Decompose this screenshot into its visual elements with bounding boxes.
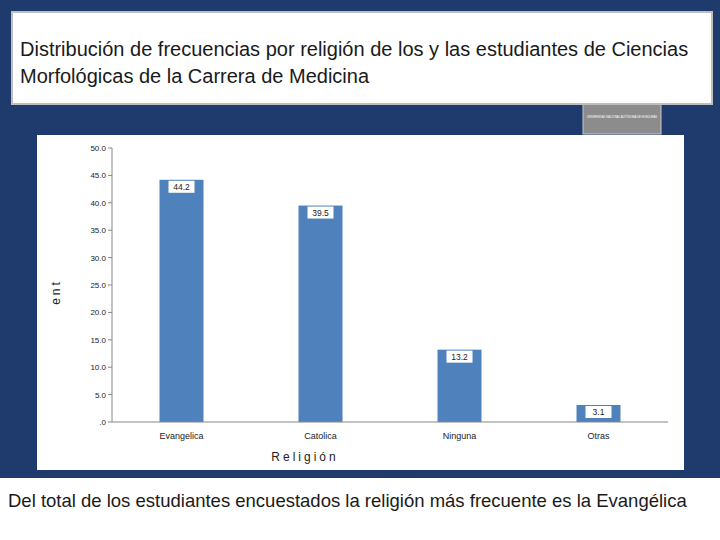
data-label-box [447,351,473,363]
tick-mark [108,367,112,368]
category-label: Ninguna [443,431,477,441]
data-label: 3.1 [593,407,605,417]
tick-label: 40.0 [90,199,106,208]
data-label: 39.5 [312,208,329,218]
bar [438,350,482,422]
x-axis-label: Religión [271,450,338,464]
title: Distribución de frecuencias por religión… [12,14,712,102]
tick-label: 20.0 [90,308,106,317]
tick-mark [108,394,112,395]
tick-mark [108,202,112,203]
category-label: Catolica [304,431,337,441]
caption: Del total de los estudiantes encuestados… [8,488,714,513]
chart-area [37,135,684,470]
bar [299,206,343,422]
background [0,0,720,478]
tick-label: .0 [99,418,106,427]
tick-label: 15.0 [90,336,106,345]
y-axis [112,148,113,422]
tick-mark [108,230,112,231]
tick-label: 30.0 [90,254,106,263]
logo-text: UNIVERSIDAD NACIONAL AUTÓNOMA DE HONDURA… [587,114,657,119]
tick-mark [108,339,112,340]
bar [160,180,204,422]
tick-mark [108,175,112,176]
data-label-box [586,406,612,418]
tick-label: 5.0 [95,391,107,400]
bars [160,180,621,422]
tick-label: 10.0 [90,363,106,372]
bar [577,405,621,422]
slide: UNIVERSIDAD NACIONAL AUTÓNOMA DE HONDURA… [0,0,720,540]
data-label-box [308,207,334,219]
tick-mark [108,148,112,149]
tick-mark [108,285,112,286]
x-axis [112,422,668,423]
tick-mark [108,312,112,313]
data-label-box [169,181,195,193]
data-label: 44.2 [173,182,190,192]
tick-label: 50.0 [90,144,106,153]
data-label: 13.2 [451,352,468,362]
category-label: Evangelica [159,431,203,441]
tick-mark [108,422,112,423]
tick-label: 35.0 [90,226,106,235]
tick-label: 25.0 [90,281,106,290]
tick-mark [108,257,112,258]
tick-label: 45.0 [90,171,106,180]
title-box [12,12,712,104]
caption-area [0,478,720,540]
category-label: Otras [587,431,610,441]
y-axis-label: ent [49,279,63,305]
